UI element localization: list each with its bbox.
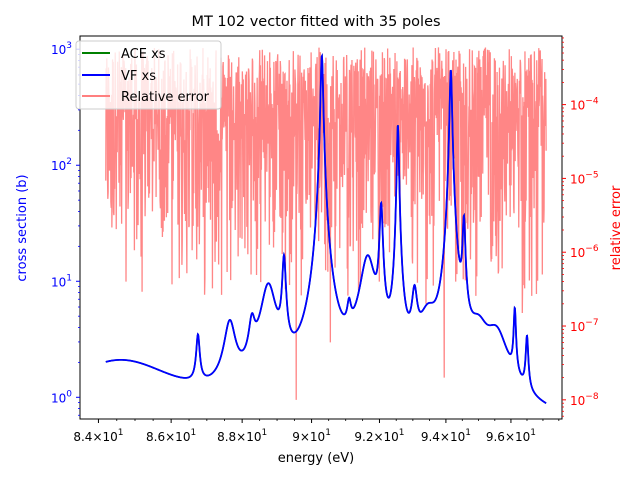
legend-label-ace-xs: ACE xs: [121, 47, 166, 62]
y-axis-left: 100 101 102 103: [51, 41, 80, 416]
y-axis-right: 10−8 10−7 10−6 10−5 10−4: [562, 37, 599, 417]
plot-frame: [79, 35, 563, 420]
tick-label-y-right-0: 10−8: [570, 392, 599, 408]
tick-label-x-2: 8.8×101: [217, 428, 267, 444]
x-axis: 8.4×101 8.6×101 8.8×101 9×101 9.2×101 9.4×101…: [73, 419, 560, 444]
tick-label-y-left-2: 102: [51, 157, 72, 173]
tick-label-y-right-3: 10−5: [570, 170, 599, 186]
y-axis-right-label: relative error: [609, 185, 624, 270]
tick-label-x-5: 9.4×101: [421, 428, 471, 444]
tick-label-y-left-0: 100: [51, 389, 72, 405]
tick-label-x-1: 8.6×101: [146, 428, 196, 444]
tick-label-x-3: 9×101: [292, 428, 331, 444]
tick-label-y-left-1: 101: [51, 273, 72, 289]
legend: ACE xs VF xs Relative error: [75, 40, 222, 110]
tick-label-y-right-2: 10−6: [570, 244, 599, 260]
tick-label-y-right-4: 10−4: [570, 97, 599, 113]
y-axis-left-label: cross section (b): [15, 174, 30, 281]
tick-label-x-4: 9.2×101: [354, 428, 404, 444]
legend-box: [75, 40, 222, 110]
series-line-vf-xs: [105, 52, 547, 404]
tick-label-x-0: 8.4×101: [73, 428, 123, 444]
tick-label-y-right-1: 10−7: [570, 318, 599, 334]
tick-label-y-left-3: 103: [51, 41, 72, 57]
legend-label-relative-error: Relative error: [121, 90, 210, 105]
legend-label-vf-xs: VF xs: [121, 69, 156, 84]
tick-label-x-6: 9.6×101: [486, 428, 536, 444]
x-axis-label: energy (eV): [278, 451, 354, 466]
chart-title: MT 102 vector fitted with 35 poles: [191, 14, 440, 30]
